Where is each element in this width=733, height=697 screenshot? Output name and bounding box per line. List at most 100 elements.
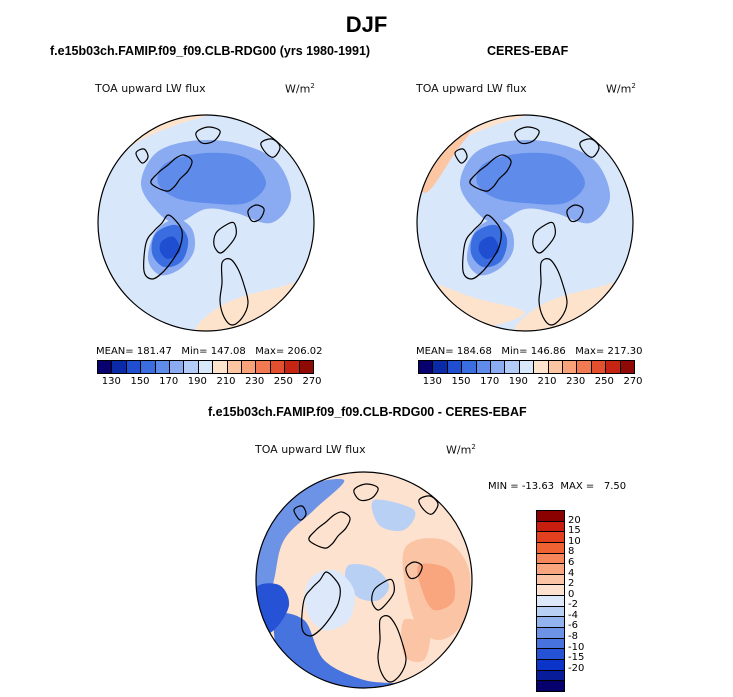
- colorbar-tick-label: 210: [537, 376, 557, 387]
- field-min-region: [159, 236, 181, 259]
- colorbar-swatch-13: [537, 649, 564, 660]
- coastline-3: [538, 258, 568, 326]
- panel2-polar-map: [416, 114, 634, 332]
- field-region-4: [371, 499, 416, 531]
- coastline-2: [532, 221, 556, 254]
- coastline-5: [454, 148, 468, 164]
- map-border: [416, 114, 634, 332]
- colorbar-swatch-14: [299, 361, 314, 373]
- colorbar-swatch-7: [537, 585, 564, 597]
- colorbar-tick-label: 4: [568, 567, 575, 579]
- colorbar-swatch-5: [537, 564, 564, 575]
- colorbar-swatch-1: [112, 361, 127, 373]
- panel3-max: 7.50: [603, 481, 627, 492]
- panel1-units: W/m2: [285, 82, 315, 96]
- colorbar-swatch-1: [433, 361, 448, 373]
- colorbar-tick-label: 270: [302, 376, 322, 387]
- panel2-max: 217.30: [607, 346, 643, 357]
- colorbar-tick-label: 130: [101, 376, 121, 387]
- field-mid-region: [476, 152, 585, 205]
- map-field: [417, 115, 633, 331]
- panel2-variable-label: TOA upward LW flux: [416, 82, 527, 95]
- panel1-min: 147.08: [210, 346, 246, 357]
- field-warm-region-1: [417, 563, 456, 611]
- colorbar-swatch-4: [155, 361, 171, 373]
- coastline-1: [301, 571, 341, 637]
- colorbar-tick-label: 15: [568, 525, 581, 537]
- colorbar-tick-label: 20: [568, 514, 581, 526]
- field-region-2: [344, 564, 390, 602]
- coastline-0: [150, 154, 193, 192]
- colorbar-swatch-12: [270, 361, 286, 373]
- colorbar-swatch-8: [213, 361, 228, 373]
- colorbar-swatch-0: [419, 361, 434, 373]
- colorbar-swatch-6: [537, 574, 564, 586]
- colorbar-swatch-3: [141, 361, 156, 373]
- coastline-7: [195, 126, 221, 145]
- colorbar-tick-label: 170: [159, 376, 179, 387]
- panel3-colorbar: [536, 510, 565, 692]
- field-region-3: [304, 569, 355, 631]
- colorbar-swatch-13: [285, 361, 300, 373]
- colorbar-swatch-16: [537, 681, 564, 691]
- map-border: [255, 471, 473, 689]
- colorbar-tick-label: 230: [566, 376, 586, 387]
- colorbar-swatch-11: [577, 361, 592, 373]
- colorbar-tick-label: -15: [568, 652, 585, 664]
- colorbar-swatch-1: [537, 521, 564, 533]
- coastline-2: [371, 578, 395, 611]
- colorbar-swatch-9: [548, 361, 564, 373]
- colorbar-swatch-3: [462, 361, 477, 373]
- panel2-units: W/m2: [606, 82, 636, 96]
- colorbar-swatch-11: [256, 361, 271, 373]
- coastline-5: [135, 148, 149, 164]
- panel2-case-title: CERES-EBAF: [487, 44, 569, 58]
- colorbar-tick-label: -4: [568, 609, 578, 621]
- colorbar-tick-label: 0: [568, 588, 575, 600]
- colorbar-swatch-12: [591, 361, 607, 373]
- colorbar-swatch-0: [98, 361, 113, 373]
- panel1-stats: MEAN= 181.47 Min= 147.08 Max= 206.02: [96, 346, 323, 357]
- panel3-variable-label: TOA upward LW flux: [255, 443, 366, 456]
- panel2-colorbar-ticks: 130 150 170 190 210 230 250 270: [418, 376, 643, 388]
- colorbar-swatch-2: [537, 532, 564, 543]
- panel1-colorbar-ticks: 130 150 170 190 210 230 250 270: [97, 376, 322, 388]
- colorbar-tick-label: 230: [245, 376, 265, 387]
- coastline-5: [293, 505, 307, 521]
- colorbar-tick-label: 270: [623, 376, 643, 387]
- coastline-2: [213, 221, 237, 254]
- coastline-6: [579, 138, 600, 158]
- colorbar-tick-label: -8: [568, 631, 578, 643]
- colorbar-swatch-9: [537, 606, 564, 618]
- panel1-max: 206.02: [287, 346, 323, 357]
- colorbar-swatch-2: [447, 361, 463, 373]
- colorbar-tick-label: 150: [451, 376, 471, 387]
- colorbar-tick-label: 170: [480, 376, 500, 387]
- panel2-stats: MEAN= 184.68 Min= 146.86 Max= 217.30: [416, 346, 643, 357]
- panel1-mean: 181.47: [136, 346, 172, 357]
- field-warm-edge: [417, 122, 476, 193]
- colorbar-swatch-14: [537, 659, 564, 671]
- colorbar-swatch-5: [491, 361, 506, 373]
- field-warm-region-2: [401, 618, 431, 663]
- colorbar-tick-label: 6: [568, 556, 575, 568]
- coastline-7: [353, 483, 379, 502]
- colorbar-tick-label: -6: [568, 620, 578, 632]
- panel3-colorbar-ticks: 20 15 10 8 6 4 2 0 -2 -4 -6 -8 -10 -15 -20: [568, 510, 608, 690]
- panel3-case-title: f.e15b03ch.FAMIP.f09_f09.CLB-RDG00 - CER…: [208, 405, 527, 419]
- colorbar-tick-label: -10: [568, 641, 585, 653]
- colorbar-swatch-3: [537, 542, 564, 554]
- coastline-3: [219, 258, 249, 326]
- panel3-stats: MIN = -13.63 MAX = 7.50: [488, 481, 627, 492]
- map-field: [98, 115, 314, 331]
- colorbar-swatch-0: [537, 511, 564, 522]
- panel2-mean: 184.68: [456, 346, 492, 357]
- colorbar-tick-label: 250: [273, 376, 293, 387]
- colorbar-swatch-6: [505, 361, 520, 373]
- colorbar-tick-label: 250: [594, 376, 614, 387]
- colorbar-swatch-15: [537, 670, 564, 682]
- colorbar-swatch-4: [476, 361, 492, 373]
- colorbar-tick-label: 8: [568, 546, 575, 558]
- colorbar-tick-label: 190: [187, 376, 207, 387]
- colorbar-swatch-10: [537, 617, 564, 629]
